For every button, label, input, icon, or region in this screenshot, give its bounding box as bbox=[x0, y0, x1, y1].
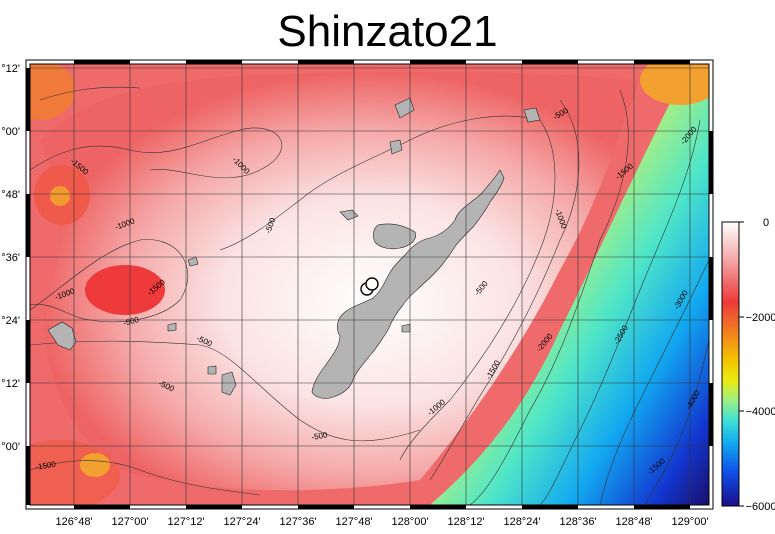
islet bbox=[523, 107, 541, 123]
graticule bbox=[30, 64, 709, 505]
lon-label: 127°24' bbox=[223, 516, 260, 528]
islet bbox=[187, 256, 199, 267]
kumejima bbox=[47, 321, 77, 351]
contour-label: -500 bbox=[311, 430, 329, 442]
colorbar-scale bbox=[721, 221, 740, 507]
islet bbox=[389, 139, 403, 155]
contour-label: -1500 bbox=[35, 459, 57, 472]
lon-label: 127°36' bbox=[279, 516, 316, 528]
motobu-peninsula bbox=[373, 223, 416, 250]
lon-label: 128°36' bbox=[559, 516, 596, 528]
frame-ticks bbox=[26, 60, 713, 509]
lon-label: 127°48' bbox=[335, 516, 372, 528]
map-title: Shinzato21 bbox=[277, 7, 498, 56]
station-markers bbox=[360, 277, 379, 296]
lat-label: °24' bbox=[1, 315, 20, 327]
lat-label: °12' bbox=[1, 378, 20, 390]
colorbar-label: −2000 bbox=[746, 312, 775, 324]
lon-label: 128°24' bbox=[503, 516, 540, 528]
islet bbox=[207, 365, 217, 375]
colorbar-label: −6000 bbox=[746, 501, 775, 513]
landmasses bbox=[47, 97, 541, 399]
bathymetry-field bbox=[30, 64, 709, 505]
lat-label: °00' bbox=[1, 441, 20, 453]
lat-label: °12' bbox=[1, 63, 20, 75]
colorbar-label: 0 bbox=[763, 217, 769, 229]
colorbar-label: −4000 bbox=[746, 406, 775, 418]
lon-label: 128°00' bbox=[391, 516, 428, 528]
lon-label: 129°00' bbox=[671, 516, 708, 528]
lon-label: 127°00' bbox=[111, 516, 148, 528]
longitude-labels: 126°48' 127°00' 127°12' 127°24' 127°36' … bbox=[55, 516, 708, 528]
lon-label: 127°12' bbox=[167, 516, 204, 528]
lat-label: °36' bbox=[1, 252, 20, 264]
islet bbox=[221, 371, 237, 396]
islet bbox=[167, 322, 177, 332]
latitude-labels: °12' °00' °48' °36' °24' °12' °00' bbox=[1, 63, 20, 453]
lat-label: °00' bbox=[1, 126, 20, 138]
station-marker bbox=[365, 277, 379, 291]
contour-lines bbox=[30, 86, 709, 505]
colorbar: 0 −2000 −4000 −6000 bbox=[721, 217, 775, 513]
lon-label: 128°48' bbox=[615, 516, 652, 528]
lon-label: 128°12' bbox=[447, 516, 484, 528]
contour-label: -500 bbox=[122, 315, 140, 328]
islet bbox=[394, 97, 415, 119]
okinawa-island bbox=[311, 169, 505, 399]
islet bbox=[339, 209, 359, 221]
lat-label: °48' bbox=[1, 189, 20, 201]
lon-label: 126°48' bbox=[55, 516, 92, 528]
